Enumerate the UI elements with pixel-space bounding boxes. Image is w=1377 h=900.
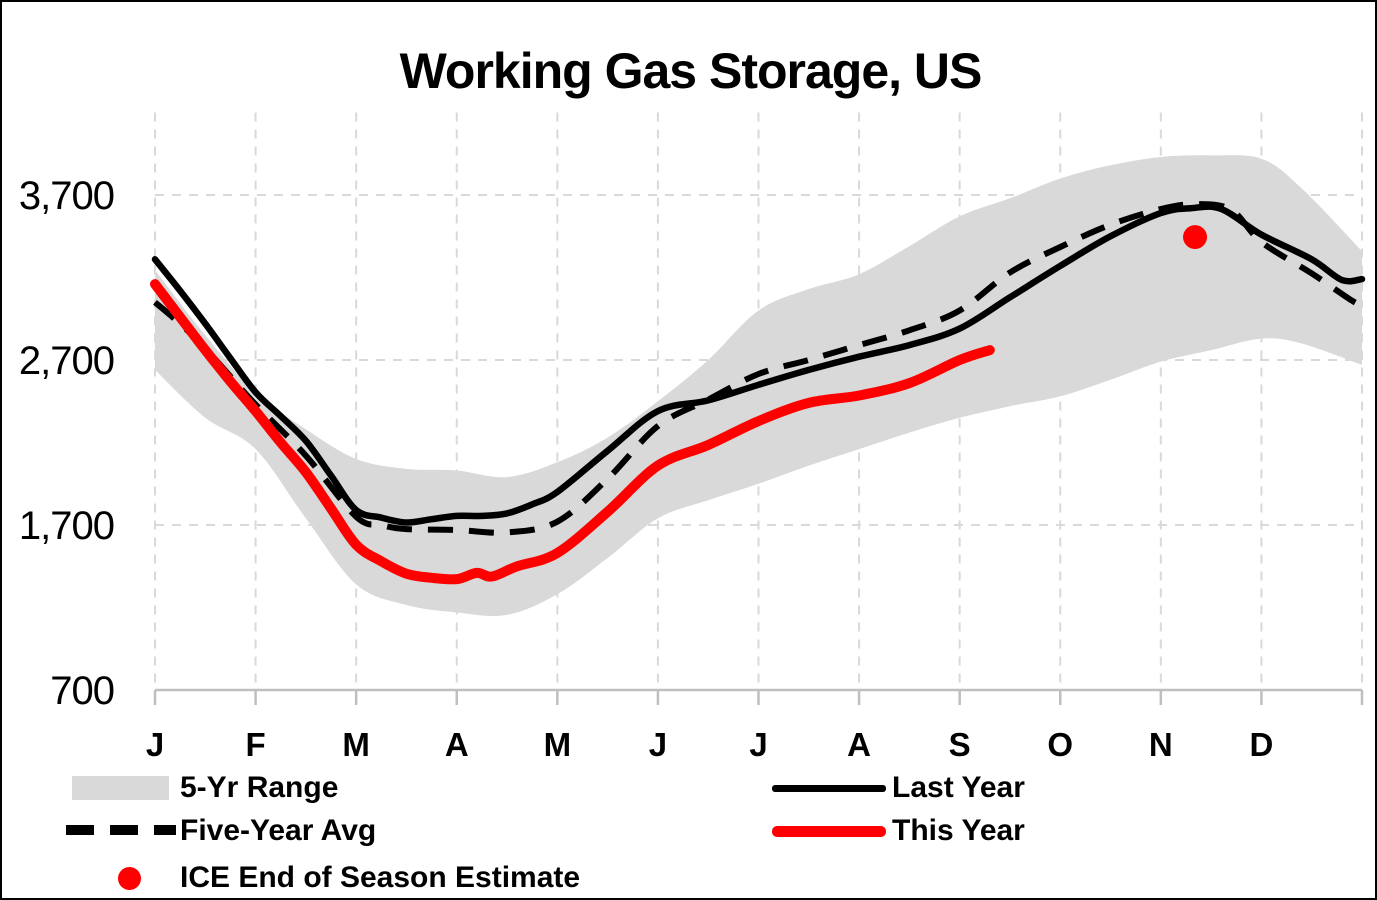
svg-text:1,700: 1,700 [19, 504, 114, 548]
svg-text:M: M [544, 726, 572, 762]
svg-text:2,700: 2,700 [19, 339, 114, 383]
legend-swatch-ice-estimate-icon [118, 867, 141, 890]
legend-label-last-year: Last Year [892, 771, 1025, 804]
axis-and-ticks [153, 688, 1364, 705]
chart-title: Working Gas Storage, US [399, 43, 983, 99]
svg-text:J: J [649, 726, 667, 762]
legend-swatch-5yr-range [72, 776, 169, 800]
svg-text:S: S [949, 726, 971, 762]
chart-plot: J F M A M J J A S O N D 700 1,700 2,700 3,700 [19, 112, 1366, 762]
svg-text:J: J [146, 726, 164, 762]
legend-swatch-five-year-avg [66, 825, 176, 835]
svg-text:D: D [1249, 726, 1273, 762]
svg-text:3,700: 3,700 [19, 174, 114, 218]
svg-text:F: F [245, 726, 265, 762]
legend-swatch-last-year [772, 785, 886, 792]
legend-label-five-year-avg: Five-Year Avg [180, 814, 377, 847]
legend-label-ice-estimate: ICE End of Season Estimate [180, 861, 581, 894]
ice-estimate-point [1183, 225, 1208, 250]
svg-text:A: A [445, 726, 469, 762]
legend-label-5yr-range: 5-Yr Range [180, 771, 339, 804]
svg-text:J: J [749, 726, 767, 762]
y-axis-labels: 700 1,700 2,700 3,700 [19, 174, 115, 713]
series-lines [150, 201, 1366, 585]
svg-text:O: O [1047, 726, 1073, 762]
svg-text:M: M [342, 726, 370, 762]
legend-swatch-this-year [772, 826, 886, 837]
svg-text:N: N [1149, 726, 1173, 762]
svg-text:A: A [847, 726, 871, 762]
legend-label-this-year: This Year [892, 814, 1025, 847]
svg-text:700: 700 [50, 669, 114, 713]
